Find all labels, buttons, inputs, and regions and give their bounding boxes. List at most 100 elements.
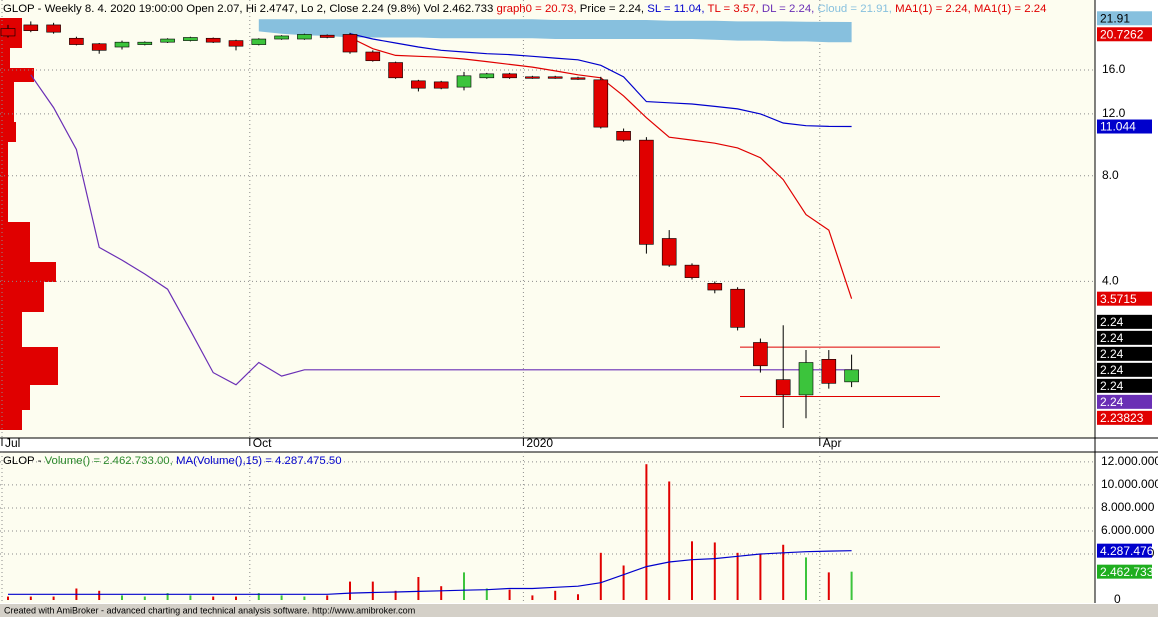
candle-body: [183, 37, 198, 41]
candle-body: [821, 359, 837, 384]
title-segment: graph0 = 20.73,: [497, 3, 580, 15]
candle-body: [69, 37, 84, 45]
candle-body: [798, 362, 814, 396]
y-tick-label: 6.000.000: [1101, 523, 1155, 537]
candle-body: [707, 283, 723, 291]
volume-bar: [508, 589, 511, 601]
value-marker-label: 2.462.733: [1100, 565, 1154, 579]
candle-body: [411, 80, 426, 89]
candle-body: [342, 34, 358, 53]
candle-body: [388, 62, 403, 79]
indicator-line: [8, 550, 852, 595]
value-marker-label: 2.24: [1100, 363, 1124, 377]
volume-bar: [531, 595, 534, 601]
volume-bar: [827, 572, 830, 601]
candle-body: [456, 75, 472, 88]
volume-bar: [394, 590, 397, 601]
value-marker: [1097, 27, 1152, 42]
title-segment: MA1(1) = 2.24: [974, 3, 1047, 15]
candle-body: [616, 131, 631, 141]
volume-bar: [668, 481, 671, 601]
value-marker-label: 2.24: [1100, 331, 1124, 345]
candle-body: [91, 43, 107, 51]
volume-bar: [303, 596, 306, 601]
candle-body: [775, 379, 791, 396]
volume-bar: [166, 593, 169, 601]
volume-bar: [212, 596, 215, 601]
value-marker: [1097, 362, 1152, 377]
volume-bar: [736, 552, 739, 601]
volume-bar: [759, 553, 762, 601]
y-tick-label: 12.0: [1102, 106, 1126, 120]
value-marker: [1097, 394, 1152, 409]
candle-body: [228, 40, 244, 47]
candle-body: [593, 79, 609, 128]
volume-bar: [622, 565, 625, 601]
volume-bar: [143, 596, 146, 601]
volume-bar: [485, 588, 488, 601]
candle-body: [525, 76, 540, 79]
candle-body: [297, 34, 312, 40]
candle-body: [365, 51, 381, 62]
candle-body: [570, 77, 586, 80]
value-marker-label: 3.5715: [1100, 292, 1137, 306]
volume-profile: [0, 18, 58, 430]
footer-bar: [0, 604, 1158, 617]
candle-body: [114, 41, 130, 48]
title-segment: SL = 11.04,: [647, 3, 707, 15]
candle-body: [684, 264, 700, 278]
y-tick-label: 0: [1114, 592, 1121, 606]
volume-bar: [713, 542, 716, 601]
title-segment: Volume() = 2.462.733.00,: [45, 455, 176, 467]
value-marker-label: 2.24: [1100, 395, 1124, 409]
candle-body: [639, 139, 654, 245]
volume-bar: [850, 571, 853, 601]
title-segment: GLOP -: [3, 455, 45, 467]
volume-bar: [440, 586, 443, 601]
candle-body: [205, 37, 221, 43]
candle-body: [502, 73, 517, 79]
x-tick-label: Oct: [253, 436, 272, 450]
candle-body: [319, 34, 335, 38]
title-segment: DL = 2.24,: [762, 3, 818, 15]
pane-title: GLOP - Volume() = 2.462.733.00, MA(Volum…: [3, 455, 342, 467]
volume-bar: [554, 590, 557, 601]
indicator-line: [349, 33, 852, 128]
y-tick-label: 10.000.000: [1101, 477, 1158, 491]
candle-body: [137, 41, 153, 45]
value-marker: [1097, 330, 1152, 345]
title-segment: Cloud = 21.91,: [818, 3, 896, 15]
candle-body: [844, 369, 859, 383]
candle-body: [753, 342, 768, 367]
cloud: [258, 19, 852, 43]
candle-body: [479, 73, 495, 79]
y-tick-label: 12.000.000: [1101, 454, 1158, 468]
value-marker-label: 20.7262: [1100, 27, 1144, 41]
candle-body: [0, 28, 16, 37]
volume-bar: [235, 596, 237, 601]
volume-bar: [121, 595, 123, 601]
y-tick-label: 8.0: [1102, 168, 1119, 182]
candle-body: [274, 35, 289, 40]
candle-body: [46, 24, 61, 33]
candle-body: [730, 288, 745, 328]
title-segment: MA(Volume(),15) = 4.287.475.50: [176, 455, 342, 467]
y-tick-label: 8.000.000: [1101, 500, 1155, 514]
candle-body: [251, 38, 267, 45]
value-marker-label: 2.24: [1100, 379, 1124, 393]
value-marker: [1097, 314, 1152, 329]
candle-body: [160, 38, 175, 43]
volume-bar: [52, 596, 55, 601]
volume-bar: [417, 576, 420, 601]
price-pane: [0, 0, 1095, 438]
value-marker-label: 2.24: [1100, 347, 1124, 361]
candle-body: [433, 81, 449, 89]
value-marker-label: 2.23823: [1100, 411, 1144, 425]
pane-title: GLOP - Weekly 8. 4. 2020 19:00:00 Open 2…: [3, 3, 1046, 15]
footer: Created with AmiBroker - advanced charti…: [4, 605, 415, 615]
volume-bar: [280, 595, 283, 601]
value-marker: [1097, 346, 1152, 361]
volume-bar: [645, 464, 648, 601]
title-segment: Price = 2.24,: [580, 3, 647, 15]
